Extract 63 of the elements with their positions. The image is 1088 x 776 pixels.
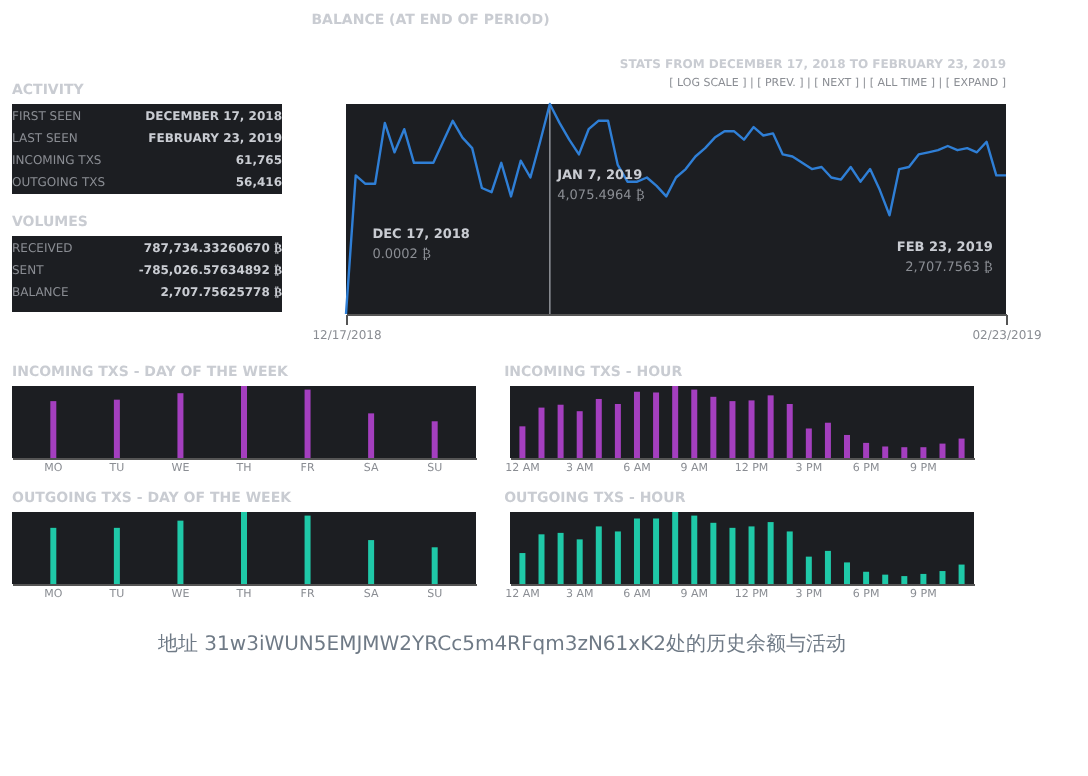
bar [113, 399, 120, 458]
bar [920, 447, 927, 458]
bar [882, 446, 889, 458]
bar [691, 389, 698, 458]
bar [805, 556, 812, 584]
bar [939, 443, 946, 458]
bar [824, 550, 831, 584]
bar [767, 522, 774, 584]
bar [633, 391, 640, 458]
bar [920, 573, 927, 584]
bar [939, 571, 946, 584]
bar [304, 389, 311, 458]
bar [729, 527, 736, 584]
bar [844, 562, 851, 584]
bar [805, 428, 812, 458]
bar [882, 574, 889, 584]
bar [958, 564, 965, 584]
bar [241, 386, 247, 458]
bar [672, 386, 679, 458]
bar [824, 422, 831, 458]
bar [50, 527, 57, 584]
bar [958, 438, 965, 458]
bar [519, 553, 526, 584]
bar [710, 522, 717, 584]
bar [710, 396, 717, 458]
bar [177, 393, 184, 458]
bar [614, 404, 621, 458]
bar [576, 411, 583, 458]
bar [368, 540, 375, 584]
bar [767, 395, 774, 458]
bar [304, 515, 311, 584]
bar [691, 515, 698, 584]
bar [557, 404, 564, 458]
bar [614, 531, 621, 584]
bar [786, 404, 793, 458]
bar [538, 407, 545, 458]
bar [241, 512, 247, 584]
bar [595, 526, 602, 584]
text: 地址 31w3iWUN5EMJMW2YRCc5m4RFqm3zN61xK2处的历史余额与活动 [156, 632, 846, 656]
bar [576, 539, 583, 584]
bar [653, 392, 660, 458]
bar [748, 526, 755, 584]
bar [653, 518, 660, 584]
bar [538, 534, 545, 584]
bar [595, 398, 602, 458]
bar [748, 400, 755, 458]
bar [177, 520, 184, 584]
bar [901, 447, 908, 458]
bar [431, 421, 438, 458]
bar [844, 434, 851, 458]
bar [633, 518, 640, 584]
bar [863, 442, 870, 458]
bar [729, 401, 736, 458]
bar [557, 532, 564, 584]
bar [863, 571, 870, 584]
bar [50, 401, 57, 458]
bar [368, 413, 375, 458]
bar [519, 426, 526, 458]
bar [113, 527, 120, 584]
bar [672, 512, 679, 584]
bar [901, 576, 908, 584]
bar [786, 531, 793, 584]
bar [431, 547, 438, 584]
